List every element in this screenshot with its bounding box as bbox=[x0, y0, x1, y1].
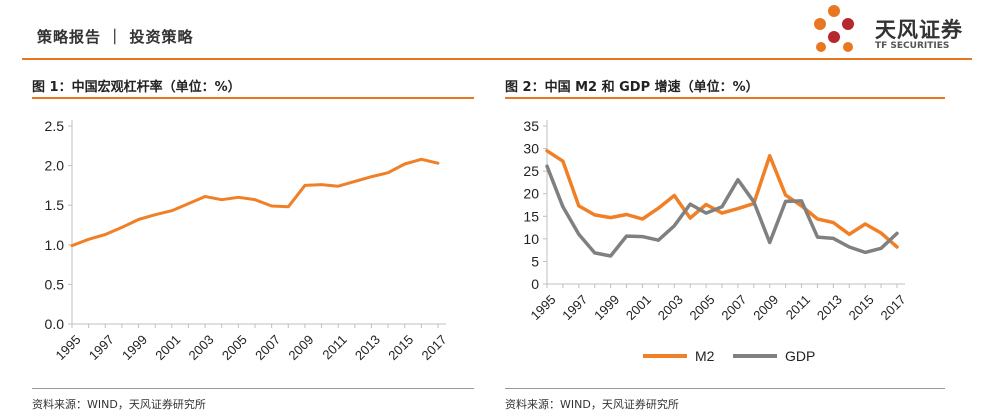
x-tick-label: 2011 bbox=[319, 332, 349, 362]
x-tick-label: 2015 bbox=[385, 332, 416, 363]
y-tick-label: 35 bbox=[523, 118, 539, 134]
x-tick-label: 2013 bbox=[814, 292, 845, 323]
logo-name-cn: 天风证券 bbox=[875, 18, 963, 42]
figure-1-title: 图 1：中国宏观杠杆率（单位：%） bbox=[32, 80, 241, 95]
legend-label-m2: M2 bbox=[695, 348, 715, 364]
x-tick-label: 2013 bbox=[352, 332, 383, 363]
x-tick-label: 2005 bbox=[219, 332, 250, 363]
figure-1-title-rule bbox=[32, 97, 474, 99]
figure-2-source: 资料来源：WIND，天风证券研究所 bbox=[505, 398, 679, 411]
x-tick-label: 2005 bbox=[687, 292, 718, 323]
tf-securities-logo-icon bbox=[814, 5, 854, 52]
x-tick-label: 2001 bbox=[152, 332, 183, 363]
y-tick-label: 5 bbox=[531, 253, 539, 269]
series-line-m2 bbox=[545, 149, 899, 249]
figure-2-title: 图 2：中国 M2 和 GDP 增速（单位：%） bbox=[505, 80, 759, 95]
company-logo: 天风证券 TF SECURITIES bbox=[812, 2, 982, 56]
x-tick-label: 2003 bbox=[655, 292, 686, 323]
x-tick-label: 2017 bbox=[418, 332, 449, 363]
y-tick-label: 0.5 bbox=[45, 276, 65, 292]
y-tick-label: 15 bbox=[523, 208, 539, 224]
y-tick-label: 2.5 bbox=[45, 118, 65, 134]
series-line-gdp bbox=[545, 164, 899, 258]
y-tick-label: 1.0 bbox=[45, 237, 65, 253]
x-tick-label: 1999 bbox=[119, 332, 150, 363]
y-tick-label: 10 bbox=[523, 231, 539, 247]
x-tick-label: 2001 bbox=[623, 292, 654, 323]
x-tick-label: 2003 bbox=[186, 332, 217, 363]
logo-name-en: TF SECURITIES bbox=[875, 41, 950, 51]
y-tick-label: 0.0 bbox=[45, 316, 65, 332]
y-tick-label: 2.0 bbox=[45, 158, 65, 174]
figure-2-title-rule bbox=[505, 97, 945, 99]
figure-1-source-rule bbox=[32, 388, 474, 389]
series-line-宏观杠杆率 bbox=[70, 157, 440, 248]
x-tick-label: 2017 bbox=[877, 292, 908, 323]
x-tick-label: 2009 bbox=[285, 332, 316, 363]
legend-label-gdp: GDP bbox=[785, 348, 815, 364]
y-tick-label: 1.5 bbox=[45, 197, 65, 213]
y-tick-label: 0 bbox=[531, 276, 539, 292]
figure-2-source-rule bbox=[505, 388, 945, 389]
y-tick-label: 30 bbox=[523, 141, 539, 157]
header-divider bbox=[22, 58, 972, 60]
y-tick-label: 20 bbox=[523, 186, 539, 202]
x-tick-label: 2007 bbox=[718, 292, 749, 323]
x-tick-label: 2015 bbox=[846, 292, 877, 323]
x-tick-label: 1995 bbox=[52, 332, 83, 363]
x-tick-label: 2011 bbox=[783, 292, 813, 322]
x-tick-label: 2009 bbox=[750, 292, 781, 323]
x-tick-label: 1999 bbox=[591, 292, 622, 323]
x-tick-label: 2007 bbox=[252, 332, 283, 363]
x-tick-label: 1995 bbox=[527, 292, 558, 323]
report-header-title: 策略报告 ｜ 投资策略 bbox=[37, 28, 194, 46]
figure-1-source: 资料来源：WIND，天风证券研究所 bbox=[32, 398, 206, 411]
x-tick-label: 1997 bbox=[559, 292, 590, 323]
y-tick-label: 25 bbox=[523, 163, 539, 179]
x-tick-label: 1997 bbox=[86, 332, 117, 363]
